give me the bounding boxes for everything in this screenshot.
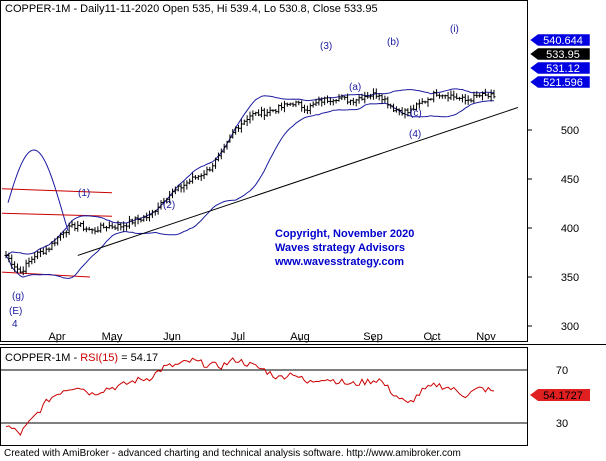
price-tag-0: 540.644 [529,33,591,47]
rsi-tag: 54.1727 [530,389,590,402]
copyright-line-1: Copyright, November 2020 [275,228,414,240]
price-tag-label-1: 533.95 [546,49,580,61]
rsi-tag-bg [530,389,590,401]
wave-label-b: (b) [387,37,399,48]
rsi-tag-label: 54.1727 [543,390,583,402]
rsi-tick-label-30: 30 [556,418,568,430]
rsi-panel-title: COPPER-1M - RSI(15) = 54.17 [5,352,158,364]
price-tag-label-2: 531.12 [546,63,580,75]
rsi-title-prefix: COPPER-1M - [5,352,80,364]
price-tags: 540.644 533.95 531.12 521.596 54.1727 [529,33,591,402]
footer-credit: Created with AmiBroker - advanced charti… [4,448,461,459]
price-tag-label-0: 540.644 [543,35,583,47]
price-tag-bg-3 [529,75,591,89]
price-tag-bg-2 [529,61,591,75]
price-tag-1: 533.95 [529,47,591,61]
rsi-panel [1,357,527,436]
copyright-line-2: Waves strategy Advisors [275,242,405,254]
x-tick-label-May: May [102,331,123,343]
wave-label-four: 4 [12,319,18,330]
red-line-upper [1,188,113,194]
price-tag-bg-0 [529,33,591,47]
wave-label-c: (c) [410,108,422,119]
x-tick-label-Nov: Nov [476,331,496,343]
rsi-panel-frame [0,347,528,446]
price-panel-title: COPPER-1M - Daily11-11-2020 Open 535, Hi… [5,3,378,15]
y-tick-label-500: 500 [561,125,579,137]
bollinger-upper-band [5,88,495,256]
copyright-line-3: www.wavesstrategy.com [274,256,404,268]
rsi-tick-label-70: 70 [556,365,568,377]
bollinger-lower-band [5,100,494,279]
wave-label-g: (g) [12,291,24,302]
price-tag-3: 521.596 [529,75,591,89]
red-line-middle [1,212,113,217]
y-tick-label-350: 350 [561,272,579,284]
wave-label-4: (4) [409,129,421,140]
rsi-line [5,357,495,436]
y-tick-label-300: 300 [561,321,579,333]
price-tag-bg-1 [529,47,591,61]
wave-label-3: (3) [320,41,332,52]
price-panel-frame [0,0,528,342]
wave-label-2: (2) [163,200,175,211]
price-tag-label-3: 521.596 [543,77,583,89]
wave-label-i: (i) [450,24,459,35]
y-tick-label-450: 450 [561,174,579,186]
x-tick-label-Apr: Apr [48,331,65,343]
rsi-title-suffix: = 54.17 [118,352,158,364]
price-panel [1,88,519,279]
y-tick-label-400: 400 [561,223,579,235]
wave-label-E: (E) [9,306,22,317]
axes: 300 350 400 450 500 Apr May Jun Jul Aug Sep Oct Nov 3… [48,125,579,430]
wave-label-a: (a) [349,82,361,93]
x-tick-label-Aug: Aug [290,331,310,343]
cycle-sine-curve [7,149,69,231]
wave-label-1: (1) [78,188,90,199]
x-tick-label-Jun: Jun [163,331,181,343]
price-tag-2: 531.12 [529,61,591,75]
x-tick-label-Jul: Jul [231,331,245,343]
x-tick-label-Oct: Oct [423,331,440,343]
rsi-title-label: RSI(15) [80,352,118,364]
rising-trendline [77,106,519,256]
x-tick-label-Sep: Sep [363,331,383,343]
